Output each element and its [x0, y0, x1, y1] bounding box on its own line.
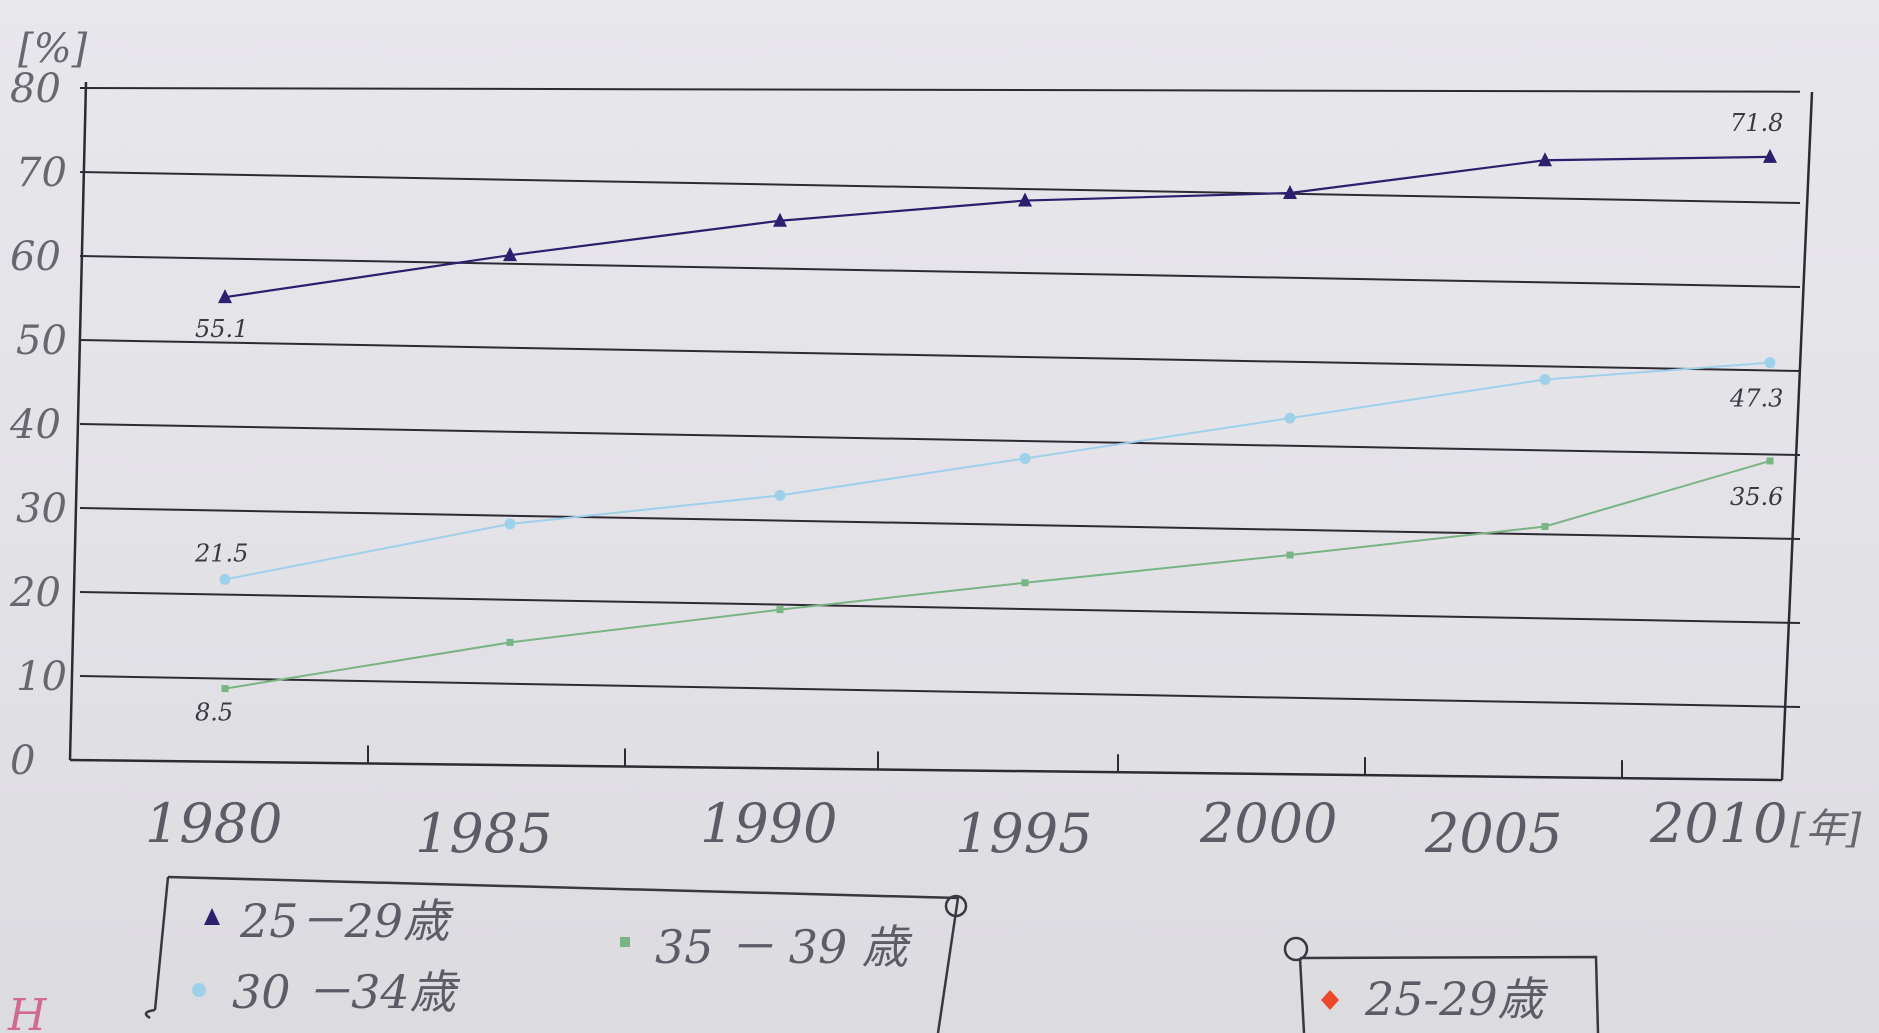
x-axis-tick-labels: 1980 1985 1990 1995 2000 2005 2010 [145, 792, 1787, 865]
legend-label-25-29: 25－29歳 [239, 894, 454, 948]
y-tick-label: 0 [10, 738, 35, 784]
series-group [221, 457, 1774, 693]
extra-legend-label: 25-29歳 [1364, 972, 1549, 1026]
data-point [1539, 373, 1551, 385]
x-axis-unit: [年] [1790, 806, 1862, 852]
data-point [1019, 452, 1031, 464]
grid-line [79, 591, 1801, 624]
x-tick-label: 1985 [415, 802, 552, 865]
grid-line [79, 87, 1801, 93]
data-point [218, 289, 232, 304]
data-point [504, 518, 516, 530]
grid-lines [79, 87, 1801, 708]
y-tick-label: 60 [10, 234, 61, 280]
series-line [224, 459, 1771, 690]
data-point [1764, 357, 1776, 369]
legend: 25－29歳 30 －34歳 35 － 39 歳 [144, 875, 968, 1033]
x-tick-label: 2010 [1649, 792, 1787, 855]
series-line [224, 361, 1771, 581]
x-tick-label: 1990 [700, 792, 837, 855]
data-point [774, 489, 786, 501]
x-axis-line [69, 758, 1783, 782]
legend-box-curl [144, 1008, 156, 1020]
y-tick-label: 30 [16, 486, 67, 532]
extra-legend-box-outline [1298, 955, 1600, 1033]
right-frame-line [1780, 91, 1814, 781]
data-label: 21.5 [194, 539, 248, 567]
x-tick-label: 1995 [955, 802, 1092, 865]
grid-line [79, 255, 1801, 288]
data-label: 35.6 [1730, 483, 1783, 511]
data-point [1763, 148, 1777, 163]
data-point [506, 638, 514, 646]
data-point [773, 212, 787, 227]
grid-line [79, 675, 1801, 708]
y-tick-label: 70 [16, 150, 67, 196]
y-tick-label: 80 [10, 66, 61, 112]
legend-triangle-marker [204, 908, 220, 925]
grid-line [79, 339, 1801, 372]
legend-label-35-39: 35 － 39 歳 [655, 920, 913, 974]
grid-line [79, 423, 1801, 456]
y-tick-label: 20 [9, 570, 61, 616]
x-tick-label: 2005 [1424, 802, 1562, 865]
extra-legend: 25-29歳 [1283, 936, 1600, 1033]
legend-label-30-34: 30 －34歳 [232, 965, 461, 1019]
x-tick-label: 1980 [145, 792, 282, 855]
series-group [218, 148, 1777, 304]
y-axis-line [68, 81, 88, 761]
corner-mark: H [7, 990, 48, 1033]
data-point [776, 606, 784, 614]
y-axis-tick-labels: 0 10 20 30 40 50 60 70 80 [9, 66, 67, 784]
grid-line [79, 507, 1801, 540]
data-point [1284, 412, 1296, 424]
series-layer [218, 148, 1777, 693]
data-point [1283, 185, 1297, 199]
legend-box-ring [944, 894, 968, 918]
data-label: 8.5 [195, 699, 233, 727]
extra-legend-ring [1283, 936, 1309, 962]
extra-legend-diamond-marker [1321, 990, 1339, 1010]
y-tick-label: 10 [16, 654, 67, 700]
data-point [1538, 152, 1552, 167]
data-point [503, 247, 517, 262]
data-point [1286, 551, 1294, 559]
data-label: 55.1 [195, 315, 248, 343]
legend-square-marker [620, 937, 630, 947]
legend-circle-marker [192, 983, 206, 997]
grid-line [79, 171, 1801, 204]
plot-frame [68, 81, 1814, 782]
data-point [1021, 579, 1029, 587]
data-point [221, 685, 229, 693]
data-label: 47.3 [1729, 385, 1783, 413]
x-tick-label: 2000 [1199, 792, 1337, 855]
y-tick-label: 40 [9, 402, 61, 448]
y-tick-label: 50 [16, 318, 67, 364]
data-point [219, 573, 231, 585]
data-point [1541, 522, 1549, 530]
data-point [1766, 457, 1774, 465]
data-label: 71.8 [1730, 109, 1783, 137]
series-group [219, 357, 1776, 585]
legend-box-outline [153, 875, 960, 1033]
data-labels: 55.1 71.8 21.5 47.3 8.5 35.6 [194, 109, 1783, 727]
y-axis-unit: [%] [18, 26, 88, 72]
data-point [1018, 192, 1032, 207]
